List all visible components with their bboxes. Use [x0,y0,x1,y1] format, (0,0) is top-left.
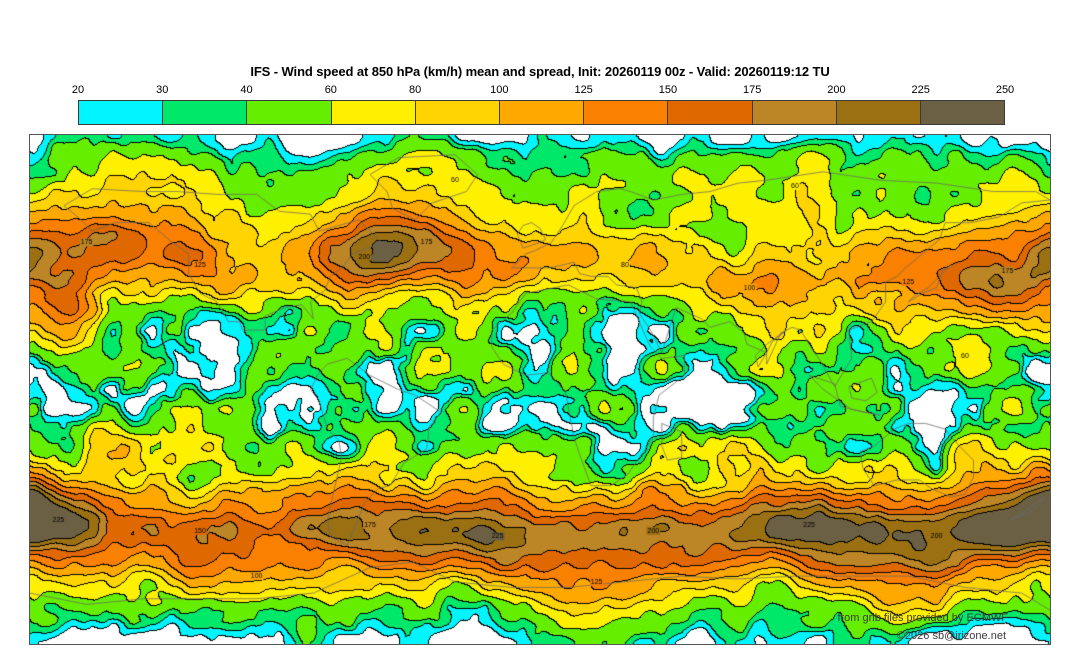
colorbar-tick-20: 20 [71,84,85,96]
colorbar-band-80 [415,101,500,124]
colorbar-band-175 [752,101,837,124]
colorbar-tick-100: 100 [490,84,509,96]
colorbar-band-20 [79,101,164,124]
page-title: IFS - Wind speed at 850 hPa (km/h) mean … [250,64,830,79]
colorbar-tick-225: 225 [911,84,930,96]
colorbar-tick-250: 250 [995,84,1015,96]
colorbar-band-225 [920,101,1005,124]
colorbar-tick-labels: 20 30 40 60 80 100 125 150 175 200 225 250 [72,84,1014,98]
colorbar-tick-30: 30 [156,84,169,96]
colorbar-tick-80: 80 [408,84,422,96]
colorbar [78,100,1005,125]
colorbar-tick-40: 40 [240,84,253,96]
wind-speed-field-map [30,135,1050,644]
colorbar-band-200 [836,101,921,124]
colorbar-band-150 [668,101,753,124]
colorbar-band-100 [499,101,585,124]
colorbar-tick-125: 125 [574,84,593,96]
colorbar-tick-60: 60 [324,84,337,96]
colorbar-band-30 [163,101,248,124]
colorbar-tick-175: 175 [742,84,762,96]
colorbar-band-60 [331,101,416,124]
map-panel [29,134,1051,645]
colorbar-tick-200: 200 [827,84,846,96]
colorbar-tick-150: 150 [658,84,678,96]
colorbar-band-125 [584,101,669,124]
colorbar-band-40 [247,101,332,124]
colorbar-bands [78,100,1005,125]
